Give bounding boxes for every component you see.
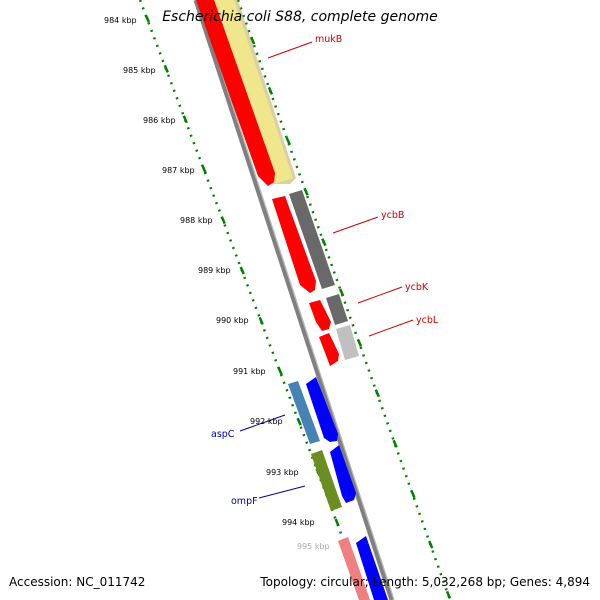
gene-feature-ycbB-grey	[289, 190, 335, 289]
ruler-tick	[410, 490, 416, 499]
kbp-label: 987 kbp	[162, 166, 195, 175]
ruler-tick	[445, 590, 452, 599]
kbp-label: 994 kbp	[282, 518, 315, 527]
gene-label-ycbL: ycbL	[416, 315, 439, 326]
ruler-tick	[296, 417, 302, 426]
gene-feature-ycbL-grey	[336, 325, 359, 360]
gene-feature-ycbB	[272, 196, 316, 293]
kbp-label: 995 kbp	[297, 542, 330, 551]
ruler-tick	[258, 316, 264, 325]
gene-feature-ycbK	[309, 300, 331, 331]
gene-label-ompF: ompF	[231, 496, 258, 507]
ruler-tick	[267, 86, 274, 95]
ruler-tick	[356, 338, 363, 347]
gene-feature-aspC	[288, 381, 320, 444]
kbp-label: 992 kbp	[250, 417, 283, 426]
ruler-tick	[249, 36, 256, 45]
leader-ycbK	[357, 286, 403, 304]
gene-label-ycbK: ycbK	[405, 282, 429, 293]
ruler-tick	[182, 115, 188, 124]
ruler-tick	[220, 216, 226, 225]
kbp-label: 990 kbp	[216, 316, 249, 325]
kbp-label: 984 kbp	[104, 16, 137, 25]
kbp-label: 985 kbp	[123, 66, 156, 75]
leader-aspC	[239, 414, 286, 432]
ruler-tick	[163, 64, 169, 73]
gene-feature-mukB-yellow	[215, 0, 293, 184]
ruler-tick	[428, 540, 434, 549]
ruler-inner	[138, 0, 368, 600]
gene-feature-ycbK-grey	[326, 294, 348, 325]
ruler-tick	[339, 288, 345, 297]
gene-feature-pink	[338, 537, 370, 600]
genome-title: Escherichia coli S88, complete genome	[162, 9, 438, 25]
gene-label-aspC: aspC	[211, 429, 235, 440]
gene-feature-blue-3	[356, 536, 388, 600]
genome-stats-text: Topology: circular; Length: 5,032,268 bp…	[260, 575, 590, 589]
ruler-tick	[334, 518, 340, 527]
gene-feature-ycbL	[319, 333, 339, 366]
kbp-label: 991 kbp	[233, 367, 266, 376]
leader-ycbB	[332, 216, 379, 234]
ruler-tick	[374, 389, 380, 398]
kbp-label: 986 kbp	[143, 116, 176, 125]
kbp-label: 993 kbp	[266, 468, 299, 477]
gene-label-ycbB: ycbB	[381, 210, 404, 221]
leader-mukB	[267, 41, 313, 59]
ruler-tick	[321, 238, 327, 247]
ruler-tick	[303, 187, 309, 196]
ruler-tick	[392, 439, 398, 448]
leader-ycbL	[368, 319, 414, 337]
genome-backbone	[193, 0, 395, 600]
accession-text: Accession: NC_011742	[9, 575, 146, 589]
gene-feature-blue-2	[330, 445, 356, 503]
gene-feature-blue-1	[306, 377, 338, 442]
kbp-label: 988 kbp	[180, 216, 213, 225]
ruler-tick	[201, 165, 207, 174]
gene-feature-ompF	[311, 450, 342, 511]
ruler-tick	[277, 367, 283, 376]
gene-feature-mukB	[196, 0, 275, 186]
gene-label-mukB: mukB	[315, 34, 342, 45]
ruler-tick	[285, 137, 291, 146]
ruler-tick	[144, 14, 150, 23]
leader-ompF	[258, 485, 306, 499]
kbp-label: 989 kbp	[198, 266, 231, 275]
ruler-tick	[239, 266, 245, 275]
